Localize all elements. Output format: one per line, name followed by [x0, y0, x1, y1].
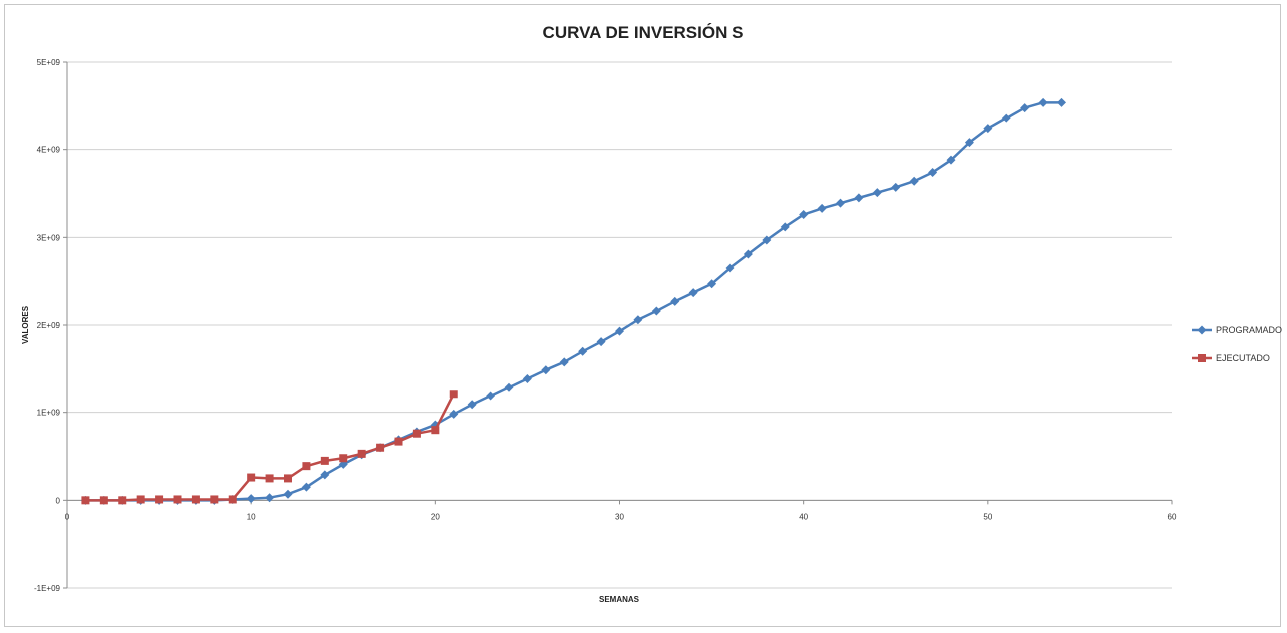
x-tick-label-2: 20 — [431, 512, 440, 521]
data-point-programado-28 — [596, 337, 606, 347]
chart-frame — [4, 4, 1281, 627]
y-tick-label-3: 2E+09 — [37, 321, 61, 330]
series-line-programado — [85, 101, 1062, 502]
legend-marker-ejecutado — [1198, 354, 1206, 362]
data-point-programado-48 — [964, 138, 974, 148]
legend-label-ejecutado: EJECUTADO — [1216, 353, 1270, 363]
data-point-ejecutado-5 — [173, 495, 182, 504]
series-ejecutado — [81, 390, 458, 505]
x-tick-label-6: 60 — [1168, 512, 1177, 521]
data-point-ejecutado-12 — [302, 462, 311, 471]
data-point-ejecutado-16 — [376, 443, 385, 452]
data-point-programado-35 — [725, 263, 735, 273]
y-tick-label-4: 3E+09 — [37, 233, 61, 242]
data-point-programado-44 — [891, 182, 901, 192]
data-point-ejecutado-10 — [265, 474, 274, 483]
data-point-programado-52 — [1038, 97, 1048, 107]
y-axis-title: VALORES — [21, 305, 30, 344]
legend-item-programado: PROGRAMADO — [1192, 325, 1282, 335]
data-point-programado-41 — [836, 198, 845, 208]
data-point-programado-38 — [780, 222, 790, 232]
series-lines — [80, 97, 1066, 505]
data-point-ejecutado-9 — [247, 473, 256, 482]
data-point-programado-46 — [928, 167, 938, 177]
data-point-programado-37 — [762, 235, 772, 245]
x-tick-label-4: 40 — [799, 512, 808, 521]
data-point-programado-53 — [1057, 97, 1066, 107]
data-point-ejecutado-4 — [155, 495, 164, 504]
y-tick-label-6: 5E+09 — [37, 58, 61, 67]
data-point-programado-22 — [486, 391, 496, 401]
data-point-ejecutado-0 — [81, 496, 90, 505]
data-point-programado-45 — [909, 176, 919, 186]
data-point-programado-25 — [541, 365, 551, 375]
legend-marker-programado — [1197, 325, 1207, 335]
chart-title: CURVA DE INVERSIÓN S — [543, 23, 744, 42]
data-point-ejecutado-8 — [228, 495, 237, 504]
data-point-programado-24 — [522, 373, 532, 383]
data-point-programado-47 — [946, 155, 956, 165]
x-tick-label-0: 0 — [65, 512, 70, 521]
data-point-programado-26 — [559, 357, 569, 367]
data-point-ejecutado-15 — [357, 449, 366, 458]
data-point-programado-33 — [688, 288, 698, 298]
y-tick-labels: -1E+09 0 1E+09 2E+09 3E+09 4E+09 5E+09 — [34, 58, 61, 593]
legend-label-programado: PROGRAMADO — [1216, 325, 1282, 335]
x-tick-label-5: 50 — [983, 512, 992, 521]
data-point-ejecutado-3 — [136, 495, 145, 504]
data-point-programado-10 — [265, 493, 275, 503]
data-point-programado-49 — [983, 124, 993, 134]
data-point-programado-51 — [1020, 103, 1030, 113]
data-point-programado-11 — [283, 489, 293, 499]
data-point-programado-36 — [743, 249, 753, 259]
data-point-programado-21 — [467, 400, 477, 410]
data-point-ejecutado-19 — [431, 426, 440, 435]
data-point-ejecutado-1 — [99, 496, 108, 505]
y-tick-label-5: 4E+09 — [37, 146, 61, 155]
data-point-ejecutado-13 — [320, 456, 329, 465]
series-programado — [80, 97, 1066, 505]
data-point-programado-9 — [246, 494, 256, 504]
legend: PROGRAMADO EJECUTADO — [1192, 325, 1282, 363]
x-tick-label-1: 10 — [247, 512, 256, 521]
x-tick-label-3: 30 — [615, 512, 624, 521]
data-point-ejecutado-14 — [339, 454, 348, 463]
data-point-ejecutado-2 — [118, 496, 127, 505]
data-point-ejecutado-11 — [284, 474, 292, 483]
data-point-ejecutado-6 — [191, 495, 200, 504]
legend-item-ejecutado: EJECUTADO — [1192, 353, 1270, 363]
data-point-programado-43 — [872, 188, 882, 198]
data-point-programado-30 — [633, 315, 643, 325]
data-point-ejecutado-7 — [210, 495, 219, 504]
data-point-programado-40 — [817, 203, 827, 213]
data-point-programado-12 — [301, 482, 311, 492]
data-point-ejecutado-17 — [394, 437, 403, 446]
data-point-programado-42 — [854, 193, 864, 203]
gridlines — [67, 61, 1172, 589]
series-line-ejecutado — [85, 393, 455, 502]
data-point-programado-50 — [1001, 113, 1011, 123]
data-point-programado-31 — [651, 306, 661, 316]
data-point-ejecutado-18 — [412, 429, 421, 438]
data-point-programado-27 — [578, 346, 588, 356]
y-tick-label-2: 1E+09 — [37, 409, 61, 418]
y-tick-label-0: -1E+09 — [34, 584, 61, 593]
data-point-programado-39 — [799, 210, 809, 220]
data-point-programado-20 — [449, 409, 459, 419]
data-point-programado-34 — [707, 279, 717, 289]
data-point-programado-13 — [320, 470, 330, 480]
x-axis-title: SEMANAS — [599, 595, 640, 604]
y-tick-label-1: 0 — [56, 496, 61, 505]
data-point-programado-29 — [615, 326, 624, 336]
data-point-programado-23 — [504, 382, 514, 392]
data-point-programado-32 — [670, 296, 680, 306]
data-point-ejecutado-20 — [449, 390, 458, 399]
x-tick-labels: 0 10 20 30 40 50 60 — [65, 512, 1177, 521]
